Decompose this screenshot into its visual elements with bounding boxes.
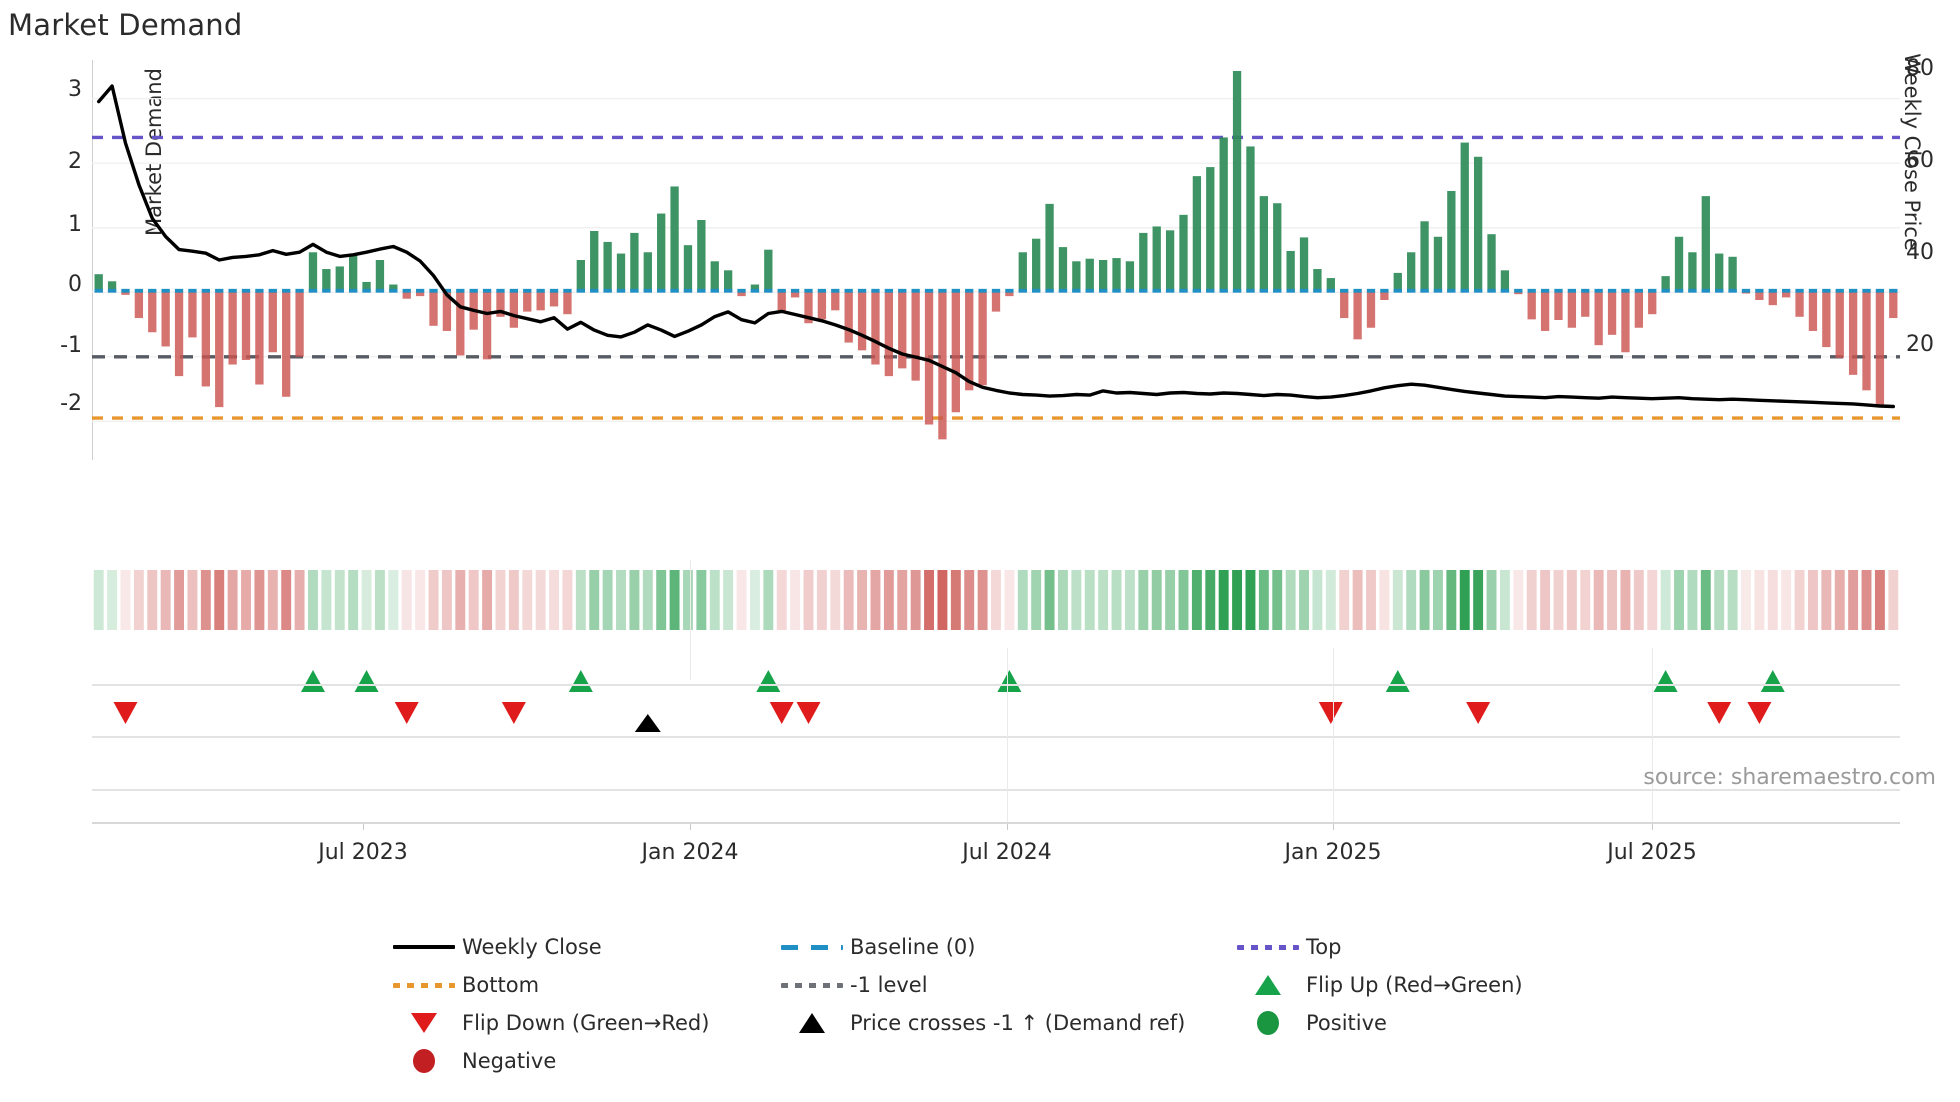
x-tick-mark [1333,822,1334,830]
flip-marker-lane [113,670,1785,732]
x-tick-jan-2025: Jan 2025 [1284,840,1382,865]
y-tick-left-3: 3 [68,77,82,102]
legend-label: Baseline (0) [850,935,976,959]
legend-item-flip-down[interactable]: Flip Down (Green→Red) [386,1004,774,1042]
lane-rule-1 [92,684,1900,686]
x-tick-jan-2024: Jan 2024 [641,840,739,865]
legend-item-positive[interactable]: Positive [1230,1004,1716,1042]
x-tick-mark [1007,822,1008,830]
dotted-line-icon [774,982,850,988]
legend-item-price-crosses[interactable]: Price crosses -1 ↑ (Demand ref) [774,1004,1230,1042]
legend-label: Weekly Close [462,935,602,959]
legend-label: Negative [462,1049,557,1073]
y-tick-left-m1: -1 [60,333,82,358]
x-guide-jan-2024 [690,560,691,680]
legend-item-bottom[interactable]: Bottom [386,966,774,1004]
chart-legend: Weekly Close Baseline (0) Top Bottom -1 … [386,928,1716,1080]
circle-icon [386,1049,462,1073]
y-tick-right-20: 20 [1906,332,1934,357]
legend-label: Price crosses -1 ↑ (Demand ref) [850,1011,1186,1035]
legend-label: Flip Down (Green→Red) [462,1011,710,1035]
y-axis-spine [92,60,93,460]
dotted-line-icon [386,982,462,988]
page-title: Market Demand [8,8,243,42]
lane-rule-2 [92,736,1900,738]
dashed-line-icon [774,944,850,950]
source-attribution: source: sharemaestro.com [1643,765,1936,790]
x-tick-jul-2024: Jul 2024 [962,840,1052,865]
dotted-line-icon [1230,944,1306,950]
triangle-up-icon [774,1013,850,1033]
x-tick-mark [1652,822,1653,830]
legend-item-weekly-close[interactable]: Weekly Close [386,928,774,966]
legend-label: Top [1306,935,1342,959]
legend-item-top[interactable]: Top [1230,928,1716,966]
legend-item-flip-up[interactable]: Flip Up (Red→Green) [1230,966,1716,1004]
y-tick-left-2: 2 [68,149,82,174]
triangle-up-icon [1230,975,1306,995]
y-tick-right-80: 80 [1906,56,1934,81]
legend-label: Positive [1306,1011,1387,1035]
y-tick-left-1: 1 [68,212,82,237]
y-tick-left-0: 0 [68,272,82,297]
legend-label: Bottom [462,973,540,997]
demand-intensity-heatmap [93,570,1899,630]
y-tick-right-60: 60 [1906,148,1934,173]
lane-rule-3 [92,789,1900,791]
x-axis-rule [92,822,1900,824]
x-guide-jan-2025 [1333,648,1334,822]
solid-line-icon [386,945,462,949]
triangle-down-icon [386,1013,462,1033]
x-tick-mark [690,822,691,830]
x-tick-jul-2023: Jul 2023 [318,840,408,865]
x-guide-jul-2025 [1652,648,1653,822]
legend-item-minus-one-level[interactable]: -1 level [774,966,1230,1004]
main-plot-area [92,70,1900,440]
circle-icon [1230,1011,1306,1035]
y-tick-left-m2: -2 [60,391,82,416]
legend-label: -1 level [850,973,928,997]
legend-item-baseline[interactable]: Baseline (0) [774,928,1230,966]
x-tick-mark [363,822,364,830]
x-guide-jul-2024 [1007,648,1008,822]
x-tick-jul-2025: Jul 2025 [1607,840,1697,865]
legend-item-negative[interactable]: Negative [386,1042,774,1080]
y-tick-right-40: 40 [1906,240,1934,265]
legend-label: Flip Up (Red→Green) [1306,973,1523,997]
